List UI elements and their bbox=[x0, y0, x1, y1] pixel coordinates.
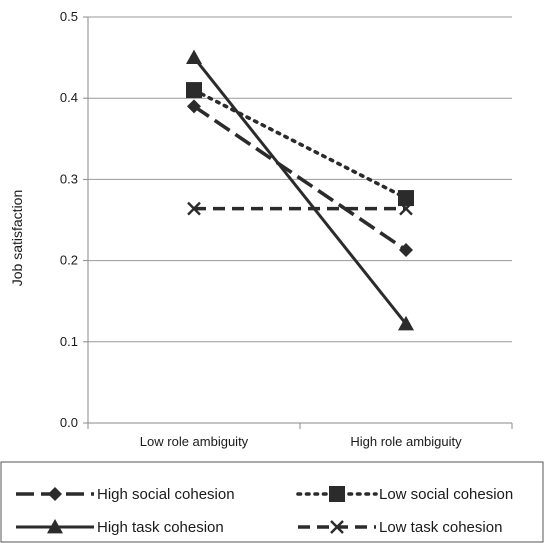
marker-x bbox=[399, 201, 413, 216]
y-tick-label: 0.0 bbox=[60, 415, 78, 430]
legend-box bbox=[0, 461, 544, 543]
series-lines bbox=[186, 49, 414, 331]
marker-diamond bbox=[399, 243, 413, 258]
series bbox=[186, 82, 414, 207]
marker-square bbox=[186, 82, 202, 99]
axes: 0.0 0.1 0.2 0.3 0.4 0.5 Low role ambiguity High… bbox=[60, 9, 513, 449]
legend-label: High social cohesion bbox=[97, 486, 235, 503]
series-line bbox=[192, 88, 408, 200]
series bbox=[187, 99, 413, 258]
series-line bbox=[192, 104, 408, 252]
y-tick-label: 0.3 bbox=[60, 171, 78, 186]
legend-item: Low social cohesion bbox=[296, 486, 513, 503]
series bbox=[187, 201, 413, 216]
y-tick-label: 0.4 bbox=[60, 90, 78, 105]
marker-triangle bbox=[398, 315, 414, 331]
legend-label: Low task cohesion bbox=[379, 519, 502, 536]
legend: High social cohesion Low social cohesion H… bbox=[0, 461, 544, 543]
marker-x bbox=[187, 201, 201, 216]
marker-triangle bbox=[47, 519, 63, 534]
series bbox=[186, 49, 414, 331]
x-category-label: High role ambiguity bbox=[350, 434, 462, 449]
legend-item: Low task cohesion bbox=[298, 519, 502, 536]
y-tick-label: 0.2 bbox=[60, 253, 78, 268]
y-axis-title: Job satisfaction bbox=[9, 190, 25, 287]
series-line bbox=[192, 56, 408, 325]
marker-square bbox=[329, 486, 345, 502]
marker-square bbox=[398, 190, 414, 207]
legend-label: Low social cohesion bbox=[379, 486, 513, 503]
marker-diamond bbox=[48, 487, 62, 501]
legend-item: High social cohesion bbox=[16, 486, 235, 503]
x-category-label: Low role ambiguity bbox=[140, 434, 249, 449]
marker-x bbox=[330, 520, 344, 534]
legend-item: High task cohesion bbox=[16, 519, 224, 536]
marker-diamond bbox=[187, 99, 201, 114]
marker-triangle bbox=[186, 49, 202, 64]
legend-label: High task cohesion bbox=[97, 519, 224, 536]
y-tick-label: 0.5 bbox=[60, 9, 78, 24]
y-tick-label: 0.1 bbox=[60, 334, 78, 349]
